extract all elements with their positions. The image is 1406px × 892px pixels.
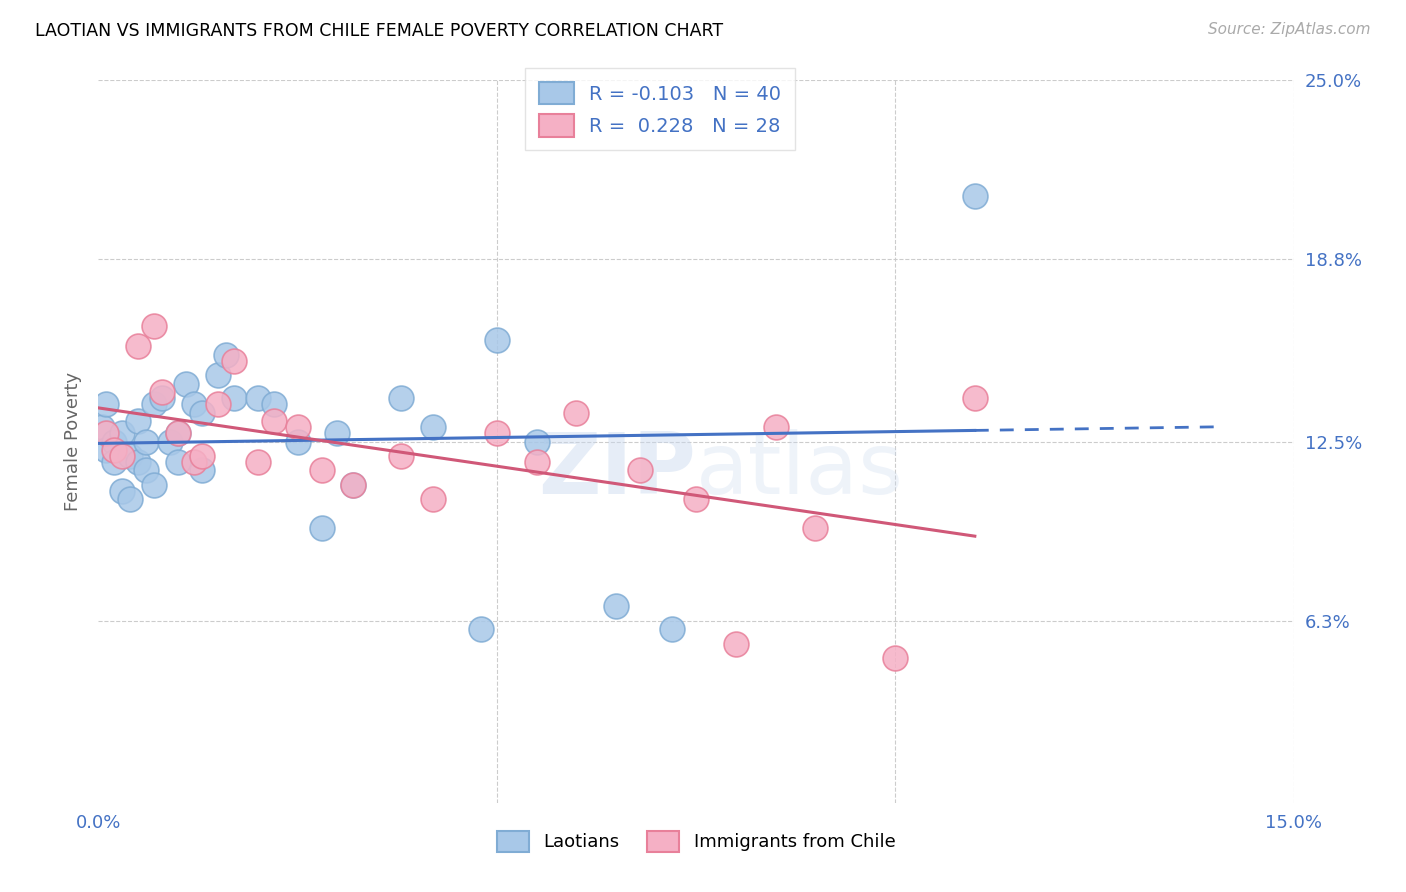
Point <box>111 425 134 440</box>
Point <box>207 368 229 382</box>
Point <box>120 449 142 463</box>
Point <box>135 434 157 449</box>
Point <box>191 463 214 477</box>
Point <box>207 397 229 411</box>
Point <box>526 455 548 469</box>
Point <box>143 318 166 333</box>
Text: Source: ZipAtlas.com: Source: ZipAtlas.com <box>1208 22 1371 37</box>
Point <box>389 391 412 405</box>
Point <box>174 376 197 391</box>
Point <box>183 397 205 411</box>
Point <box>103 434 125 449</box>
Point <box>103 455 125 469</box>
Point <box>167 455 190 469</box>
Point <box>685 492 707 507</box>
Point <box>120 492 142 507</box>
Point <box>628 463 651 477</box>
Point <box>605 599 627 614</box>
Point <box>135 463 157 477</box>
Point <box>103 443 125 458</box>
Point <box>263 414 285 428</box>
Point <box>422 492 444 507</box>
Point <box>127 455 149 469</box>
Point <box>167 425 190 440</box>
Point <box>342 478 364 492</box>
Point <box>167 425 190 440</box>
Point <box>565 406 588 420</box>
Point <box>804 521 827 535</box>
Point <box>191 449 214 463</box>
Point <box>311 521 333 535</box>
Point <box>470 623 492 637</box>
Point <box>485 334 508 348</box>
Legend: Laotians, Immigrants from Chile: Laotians, Immigrants from Chile <box>489 823 903 859</box>
Point <box>884 651 907 665</box>
Point <box>159 434 181 449</box>
Point <box>143 397 166 411</box>
Point <box>96 425 118 440</box>
Point <box>150 385 173 400</box>
Y-axis label: Female Poverty: Female Poverty <box>63 372 82 511</box>
Point <box>215 348 238 362</box>
Point <box>263 397 285 411</box>
Text: ZIP: ZIP <box>538 429 696 512</box>
Point <box>287 420 309 434</box>
Point <box>96 443 118 458</box>
Point <box>246 391 269 405</box>
Text: atlas: atlas <box>696 429 904 512</box>
Point <box>96 397 118 411</box>
Point <box>526 434 548 449</box>
Point <box>342 478 364 492</box>
Point <box>150 391 173 405</box>
Point <box>724 637 747 651</box>
Point <box>222 391 245 405</box>
Point <box>191 406 214 420</box>
Point <box>143 478 166 492</box>
Point <box>765 420 787 434</box>
Point <box>111 449 134 463</box>
Point <box>485 425 508 440</box>
Point <box>91 420 114 434</box>
Point <box>287 434 309 449</box>
Point <box>389 449 412 463</box>
Point <box>111 483 134 498</box>
Point <box>127 414 149 428</box>
Point <box>222 353 245 368</box>
Point <box>183 455 205 469</box>
Point <box>422 420 444 434</box>
Point <box>963 189 986 203</box>
Point <box>326 425 349 440</box>
Point <box>246 455 269 469</box>
Point <box>963 391 986 405</box>
Point <box>311 463 333 477</box>
Point <box>661 623 683 637</box>
Text: LAOTIAN VS IMMIGRANTS FROM CHILE FEMALE POVERTY CORRELATION CHART: LAOTIAN VS IMMIGRANTS FROM CHILE FEMALE … <box>35 22 723 40</box>
Point <box>127 339 149 353</box>
